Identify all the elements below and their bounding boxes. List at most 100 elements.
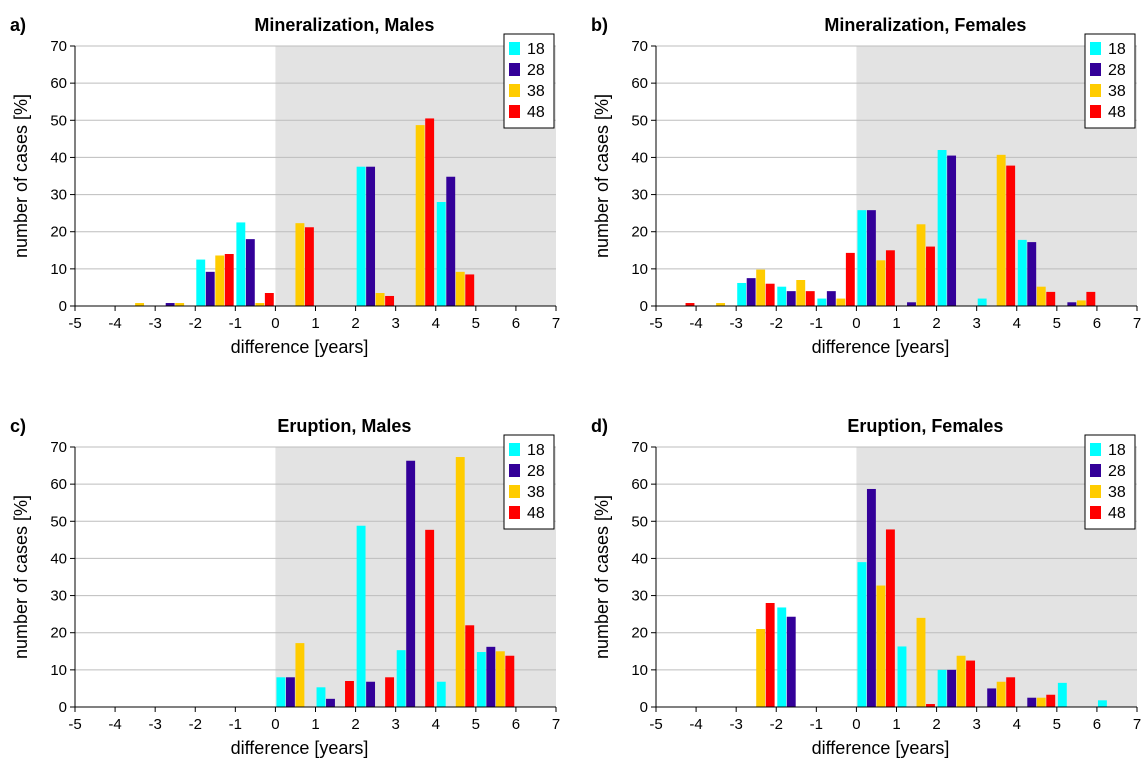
bar-48 <box>765 603 775 707</box>
legend-label-38: 38 <box>1108 83 1126 100</box>
bar-48 <box>926 246 935 306</box>
y-tick-label: 20 <box>50 625 67 642</box>
bar-18 <box>1017 239 1027 306</box>
y-axis-label: number of cases [%] <box>592 94 612 258</box>
bar-18 <box>817 298 827 306</box>
y-tick-label: 50 <box>631 513 648 530</box>
bar-28 <box>326 698 335 707</box>
y-tick-label: 70 <box>631 38 648 55</box>
bar-48 <box>505 655 515 707</box>
x-axis-label: difference [years] <box>812 337 950 357</box>
x-tick-label: 6 <box>512 315 520 332</box>
y-axis-label: number of cases [%] <box>11 94 31 258</box>
legend: 18 28 38 48 <box>1084 33 1136 129</box>
bar-38 <box>495 651 505 707</box>
y-tick-label: 0 <box>59 699 67 716</box>
bar-38 <box>295 643 305 707</box>
x-tick-label: -1 <box>229 716 242 733</box>
bar-18 <box>236 222 246 306</box>
y-tick-label: 50 <box>50 513 67 530</box>
x-axis-label: difference [years] <box>812 738 950 758</box>
y-tick-label: 60 <box>50 75 67 92</box>
y-tick-label: 20 <box>50 224 67 241</box>
bar-28 <box>366 681 376 707</box>
bar-38 <box>756 629 766 707</box>
bar-48 <box>264 293 274 306</box>
bar-18 <box>937 150 947 306</box>
legend-label-48: 48 <box>1108 505 1126 522</box>
x-tick-label: 3 <box>972 716 980 733</box>
y-tick-label: 20 <box>631 625 648 642</box>
x-tick-label: 1 <box>311 716 319 733</box>
legend-label-18: 18 <box>1108 442 1126 459</box>
bar-28 <box>786 616 796 707</box>
x-tick-label: -1 <box>810 716 823 733</box>
legend-swatch-38 <box>509 485 520 498</box>
y-tick-label: 60 <box>631 476 648 493</box>
legend-label-28: 28 <box>1108 62 1126 79</box>
bar-18 <box>276 677 286 707</box>
bar-28 <box>245 239 255 306</box>
x-tick-label: 6 <box>512 716 520 733</box>
chart-panel-1: 0 10 20 30 40 50 60 70 -5 -4 -3 -2 -1 0 1 2 3 4 5 6 7 a) Miner… <box>10 15 560 357</box>
bar-28 <box>486 646 496 707</box>
y-tick-label: 20 <box>631 224 648 241</box>
legend-label-18: 18 <box>1108 41 1126 58</box>
bar-48 <box>845 252 855 306</box>
bar-48 <box>1046 291 1056 306</box>
bar-38 <box>876 260 886 306</box>
x-tick-label: 4 <box>432 315 440 332</box>
bar-38 <box>455 271 465 306</box>
legend-label-38: 38 <box>527 484 545 501</box>
bar-28 <box>866 210 876 306</box>
x-tick-label: -3 <box>729 315 742 332</box>
bar-38 <box>716 303 726 306</box>
y-tick-label: 0 <box>640 699 648 716</box>
bar-38 <box>375 293 385 306</box>
x-tick-label: 6 <box>1093 716 1101 733</box>
bar-48 <box>385 677 395 707</box>
y-tick-label: 70 <box>50 439 67 456</box>
legend-swatch-18 <box>1090 443 1101 456</box>
y-tick-label: 10 <box>50 261 67 278</box>
chart-panel-3: 0 10 20 30 40 50 60 70 -5 -4 -3 -2 -1 0 1 2 3 4 5 6 7 c) Erupt… <box>10 416 560 758</box>
bar-48 <box>465 274 475 306</box>
x-tick-label: 5 <box>1053 315 1061 332</box>
legend-swatch-48 <box>1090 105 1101 118</box>
legend-swatch-28 <box>1090 63 1101 76</box>
bar-18 <box>436 202 446 306</box>
bar-48 <box>345 681 354 707</box>
bar-38 <box>756 269 766 306</box>
x-tick-label: 4 <box>1013 716 1021 733</box>
chart-title: Eruption, Males <box>277 416 411 436</box>
legend-label-38: 38 <box>527 83 545 100</box>
bar-28 <box>366 166 376 306</box>
y-tick-label: 70 <box>50 38 67 55</box>
x-tick-label: -5 <box>68 716 81 733</box>
bar-38 <box>135 303 145 306</box>
bar-28 <box>866 488 876 707</box>
x-tick-label: 7 <box>1133 716 1141 733</box>
x-tick-label: 7 <box>552 315 560 332</box>
legend-swatch-28 <box>1090 464 1101 477</box>
bar-18 <box>436 681 446 707</box>
bar-48 <box>765 283 775 306</box>
bar-18 <box>937 669 947 707</box>
legend-label-48: 48 <box>1108 104 1126 121</box>
x-tick-label: -2 <box>770 716 783 733</box>
y-tick-label: 30 <box>631 588 648 605</box>
bar-28 <box>947 669 957 707</box>
bar-38 <box>916 617 926 707</box>
bar-28 <box>746 278 756 306</box>
bar-48 <box>224 254 234 306</box>
x-tick-label: -2 <box>770 315 783 332</box>
chart-title: Mineralization, Females <box>824 15 1026 35</box>
y-tick-label: 10 <box>50 662 67 679</box>
x-tick-label: -5 <box>68 315 81 332</box>
x-tick-label: 2 <box>351 716 359 733</box>
x-tick-label: 0 <box>852 716 860 733</box>
bar-28 <box>1027 697 1037 707</box>
bar-38 <box>415 125 425 306</box>
bar-18 <box>196 259 206 306</box>
x-tick-label: 3 <box>972 315 980 332</box>
